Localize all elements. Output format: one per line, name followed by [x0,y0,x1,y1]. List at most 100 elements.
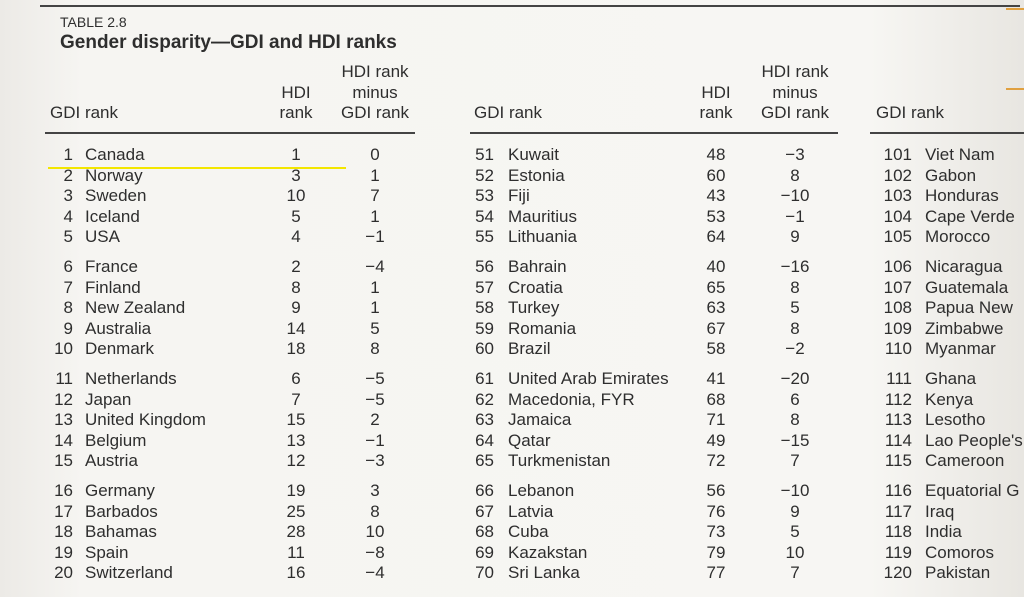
hdi-rank: 76 [706,501,726,521]
gdi-rank: 59 [475,318,494,338]
country: Macedonia, FYR [508,389,635,409]
country: Estonia [508,165,565,185]
rank-difference: −4 [365,563,385,582]
gdi-rank: 3 [63,186,73,205]
country: Qatar [508,430,551,450]
country: Kazakstan [508,542,588,562]
gdi-rank: 56 [475,257,494,276]
gdi-rank: 113 [884,410,912,429]
column-header: HDI rank [341,62,409,81]
gdi-rank: 118 [884,522,912,541]
country: Comoros [925,542,994,562]
country: Myanmar [925,339,996,358]
hdi-rank: 79 [706,542,726,562]
gdi-rank: 54 [475,206,494,226]
hdi-rank: 25 [286,501,306,521]
rank-difference: 9 [790,501,800,521]
gdi-rank: 11 [55,369,73,388]
hdi-rank: 43 [706,186,726,205]
country: Spain [85,542,129,562]
gdi-rank: 7 [63,277,73,297]
gdi-rank: 117 [884,501,912,521]
rank-difference: 2 [370,410,380,429]
gdi-rank: 108 [883,298,912,317]
country: Ghana [925,369,977,388]
gdi-rank: 62 [475,389,494,409]
gdi-rank: 111 [886,369,912,388]
gdi-rank: 19 [54,542,73,562]
gdi-rank: 18 [54,522,73,541]
country: Barbados [85,501,158,521]
country: Fiji [508,186,530,205]
hdi-rank: 8 [291,277,301,297]
gdi-rank: 6 [63,257,73,276]
gdi-rank: 64 [475,430,494,450]
country: Zimbabwe [925,318,1004,338]
country: Denmark [85,339,154,358]
column-header: HDI [701,82,731,102]
rank-difference: 8 [790,318,800,338]
country: Mauritius [508,206,577,226]
hdi-rank: 5 [291,206,301,226]
country: Nicaragua [925,257,1003,276]
rank-difference: 10 [365,522,385,541]
hdi-rank: 41 [706,369,726,388]
country: Lebanon [508,481,575,500]
country: Lithuania [508,227,578,246]
gdi-rank: 12 [54,389,73,409]
country: Bahamas [85,522,157,541]
country: Guatemala [925,277,1009,297]
hdi-rank: 18 [286,339,306,358]
column-header: GDI rank [876,103,945,122]
hdi-rank: 71 [706,410,726,429]
gdi-rank: 67 [475,501,494,521]
gdi-rank: 17 [54,501,73,521]
gdi-rank: 101 [883,145,912,164]
rank-difference: −10 [780,186,810,205]
country: Jamaica [508,410,572,429]
gdi-rank: 69 [475,542,494,562]
country: Viet Nam [925,145,995,164]
hdi-rank: 13 [286,430,306,450]
gdi-rank: 55 [475,227,494,246]
hdi-rank: 14 [286,318,306,338]
country: Iceland [85,206,140,226]
country: Germany [85,481,155,500]
country: United Kingdom [85,410,206,429]
hdi-rank: 2 [291,257,301,276]
column-header: minus [352,82,398,102]
country: United Arab Emirates [508,369,669,388]
gdi-rank: 112 [884,389,912,409]
country: New Zealand [85,298,186,317]
gdi-rank: 51 [475,145,494,164]
hdi-rank: 1 [291,145,301,164]
hdi-rank: 10 [286,186,306,205]
gdi-rank: 52 [475,165,494,185]
country: Cameroon [925,451,1005,470]
country: Sweden [85,186,147,205]
rank-difference: −1 [365,430,385,450]
gdi-rank: 68 [475,522,494,541]
hdi-rank: 64 [706,227,726,246]
rank-difference: −5 [365,389,385,409]
rank-difference: −16 [780,257,810,276]
hdi-rank: 12 [286,451,306,470]
gdi-rank: 1 [63,145,73,164]
gdi-rank: 120 [883,563,912,582]
top-rule [40,5,1020,7]
rank-difference: 10 [785,542,805,562]
rank-difference: 8 [790,277,800,297]
hdi-rank: 63 [706,298,726,317]
header-rule [470,132,838,134]
gdi-rank: 5 [63,227,73,246]
gdi-rank: 106 [883,257,912,276]
country: Lesotho [925,410,986,429]
country: Latvia [508,501,554,521]
gdi-rank: 66 [475,481,494,500]
rank-difference: 8 [370,501,380,521]
country: India [925,522,962,541]
country: Morocco [925,227,991,246]
hdi-rank: 48 [706,145,726,164]
hdi-rank: 19 [286,481,306,500]
hdi-rank: 11 [287,542,305,562]
